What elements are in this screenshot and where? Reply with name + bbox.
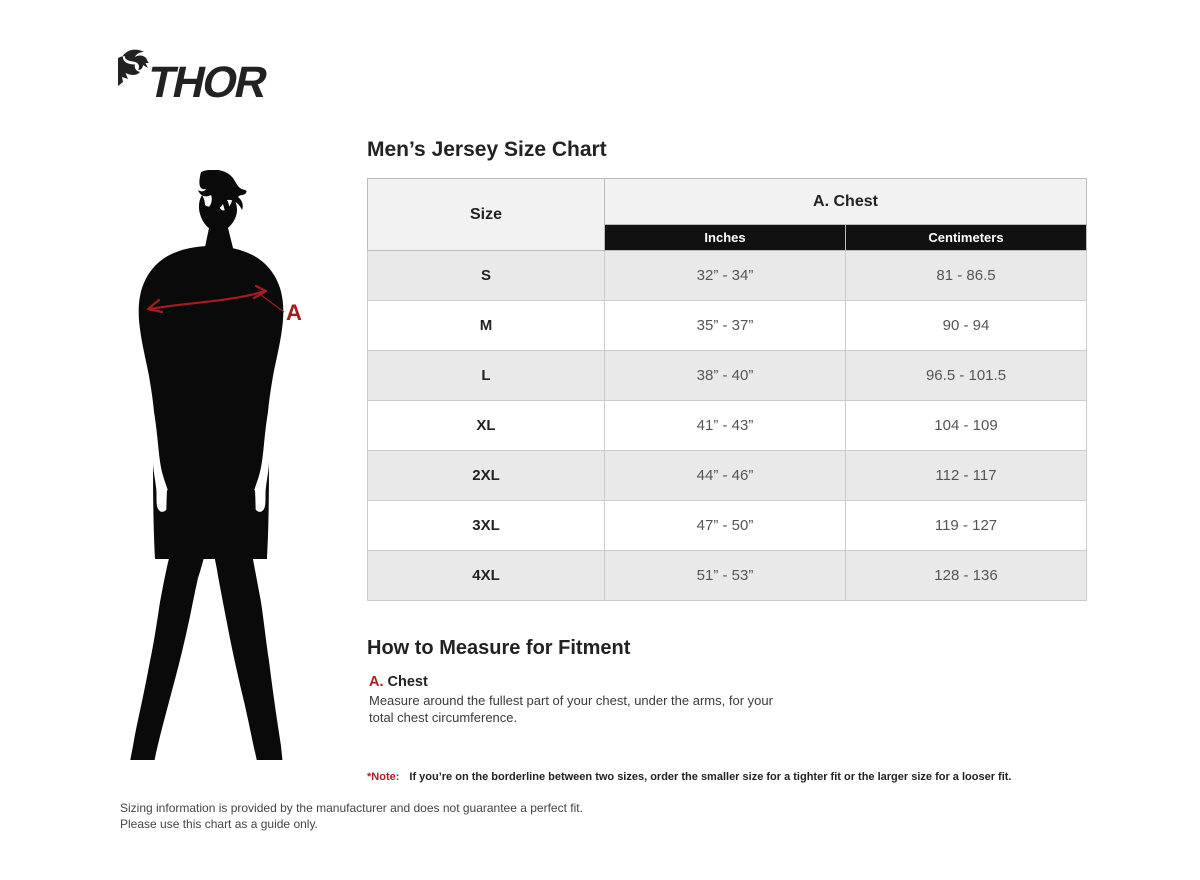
svg-text:A: A: [286, 300, 302, 325]
svg-text:THOR: THOR: [143, 58, 272, 106]
